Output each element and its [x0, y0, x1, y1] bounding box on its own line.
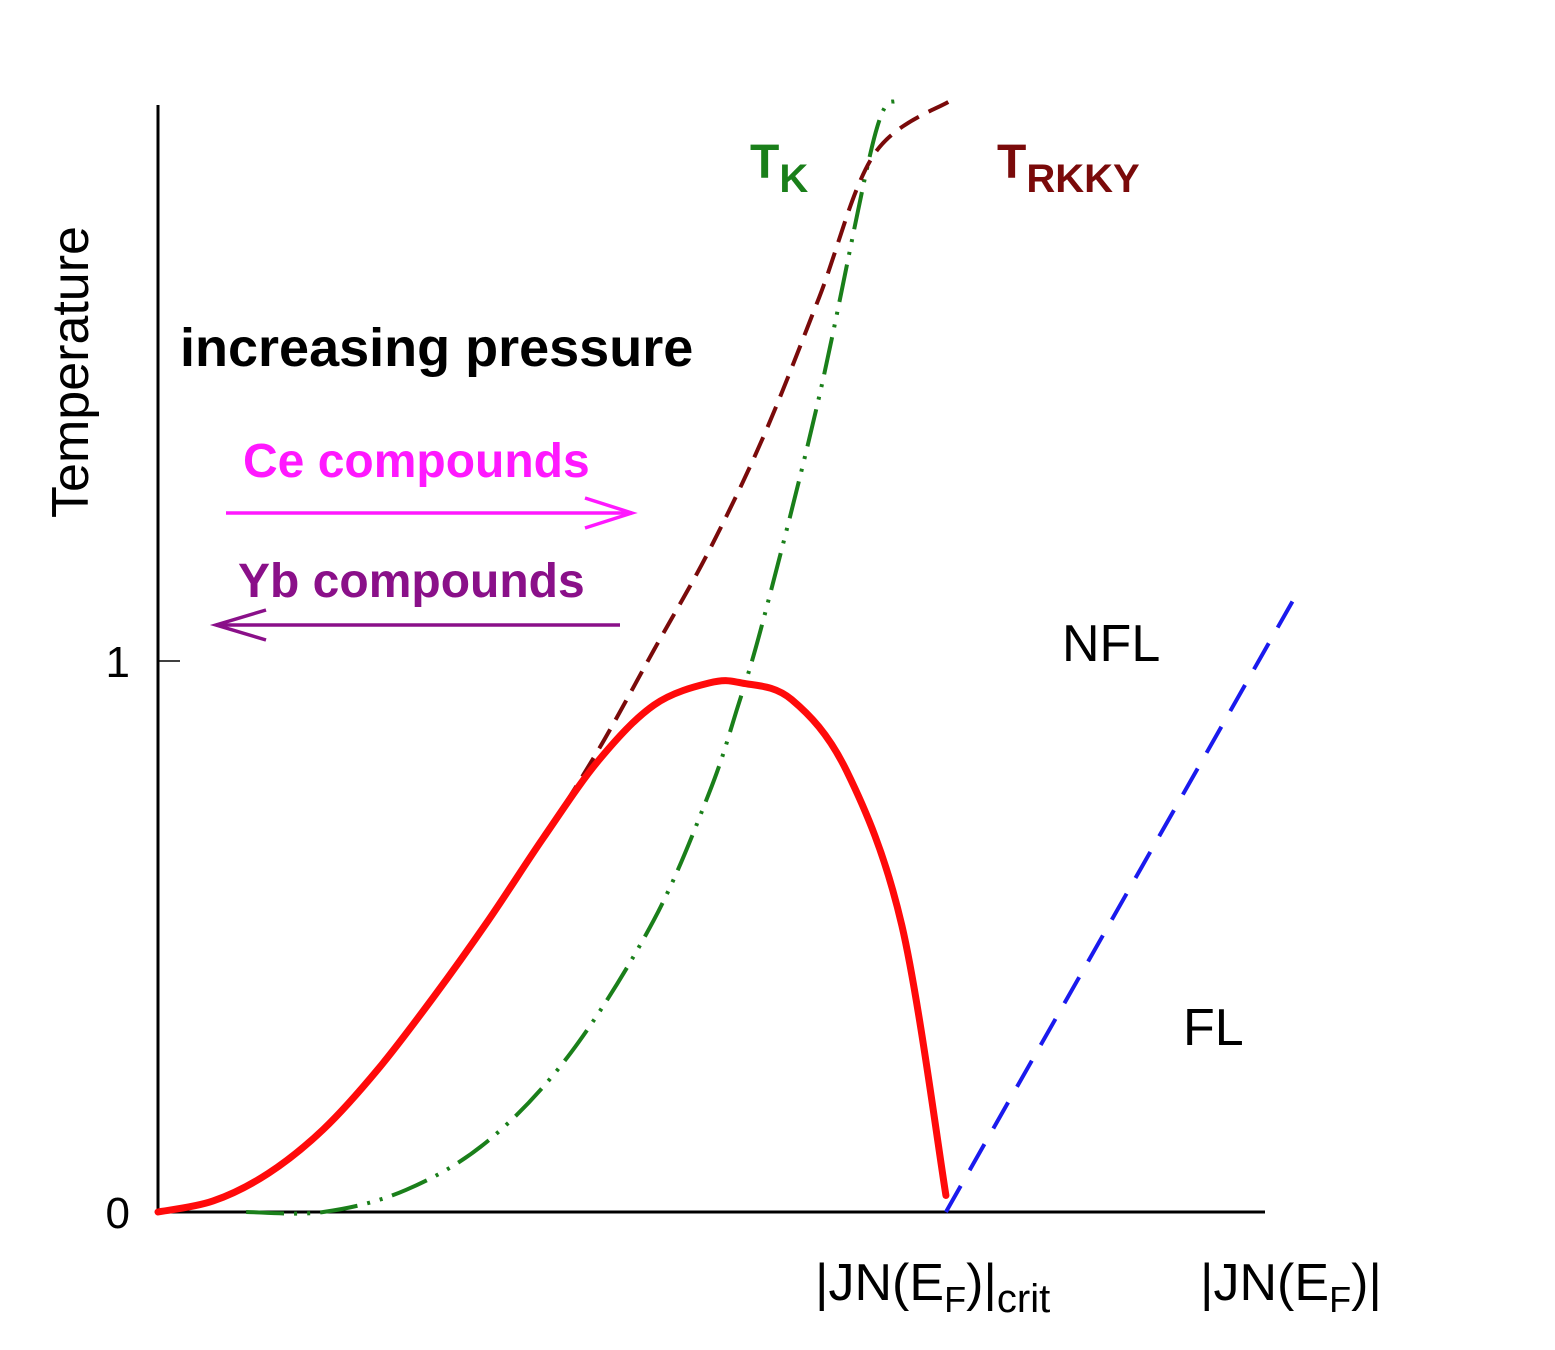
tk-label: TK	[750, 136, 808, 201]
x-axis-label: |JN(EF)|	[1200, 1254, 1382, 1320]
y-tick-label-1: 1	[106, 638, 130, 687]
fl-label: FL	[1183, 999, 1244, 1057]
ce-compounds-annotation: Ce compounds	[243, 435, 590, 488]
y-tick-label-0: 0	[106, 1189, 130, 1238]
x-crit-label: |JN(EF)|crit	[815, 1254, 1050, 1321]
fl-boundary-curve	[944, 599, 1295, 1213]
tk-curve	[246, 98, 899, 1216]
trkky-label: TRKKY	[997, 136, 1140, 201]
yb-left-arrow	[209, 608, 620, 642]
tn-curve	[154, 677, 950, 1216]
trkky-curve	[157, 98, 953, 1214]
yb-compounds-annotation: Yb compounds	[238, 555, 585, 608]
ce-right-arrow	[226, 496, 638, 530]
increasing-pressure-annotation: increasing pressure	[180, 318, 693, 378]
curves-group	[154, 98, 1295, 1216]
y-axis-label: Temperature	[42, 226, 100, 518]
nfl-label: NFL	[1062, 615, 1160, 673]
